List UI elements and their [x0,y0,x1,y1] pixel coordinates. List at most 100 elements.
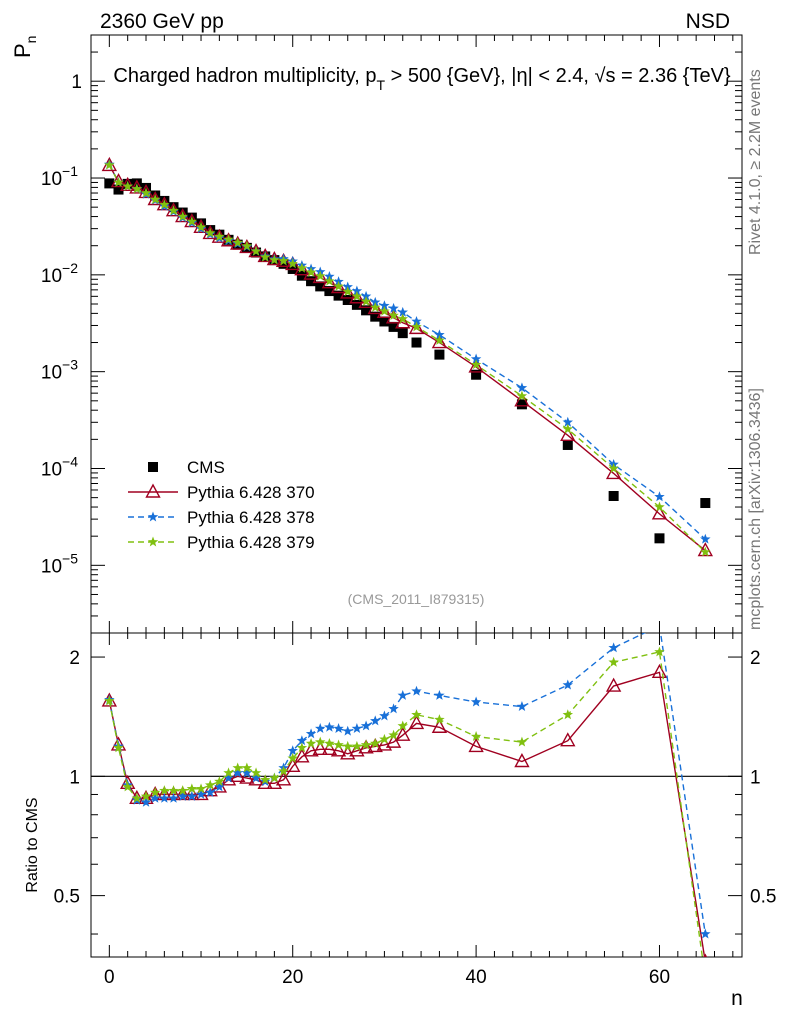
ratio-point-0 [395,726,411,741]
data-point-series-3 [250,245,262,256]
data-point-series-3 [122,180,133,191]
ratio-point-0 [248,771,264,786]
data-point-series-3 [259,251,271,262]
ratio-point-2 [608,656,619,667]
data-point-series-3 [314,270,326,281]
data-point-series-1 [110,173,127,188]
ratio-point-0 [303,742,319,757]
side-label-bottom: mcplots.cern.ch [arXiv:1306.3436] [747,388,764,630]
data-point-series-3 [214,231,225,242]
y-tick-label: 1 [71,72,82,93]
ratio-point-1 [351,723,363,734]
ratio-point-0 [605,677,622,692]
header-right-label: NSD [686,10,730,33]
ratio-point-1 [149,792,161,803]
ratio-y-tick-label-left: 0.5 [54,887,80,908]
data-point-series-3 [370,302,381,312]
ratio-point-1 [287,745,298,756]
ratio-point-1 [700,928,711,939]
ratio-point-2 [388,729,399,740]
ratio-point-2 [397,720,408,731]
main-series-group [101,156,713,557]
ratio-point-0 [340,745,356,760]
data-point-series-3 [470,359,482,370]
data-point-series-3 [278,255,289,266]
analysis-id-label: (CMS_2011_I879315) [348,591,485,607]
ratio-point-1 [333,723,344,734]
data-point-series-3 [232,237,243,248]
data-point-series-1 [321,274,338,289]
ratio-point-0 [239,769,255,784]
ratio-point-0 [431,718,448,733]
data-point-series-0 [379,316,390,327]
data-point-series-0 [654,533,665,544]
ratio-y-tick-label-right: 1 [750,767,761,788]
ratio-point-1 [305,728,317,739]
ratio-point-2 [168,785,179,796]
ratio-point-1 [516,701,528,712]
data-point-series-3 [608,463,619,473]
main-plot-area: 1 10−1 10−2 10−3 10−4 10−5 [41,34,743,634]
data-point-series-2 [470,353,482,364]
data-point-series-3 [333,280,344,291]
y-tick-label: 10−2 [41,260,78,287]
ratio-point-1 [360,720,372,731]
data-point-series-3 [351,290,363,301]
legend-marker-1 [145,483,161,498]
ratio-point-1 [388,703,399,714]
ratio-point-1 [314,723,326,734]
ratio-point-1 [250,772,262,783]
legend-label: CMS [187,458,225,477]
ratio-point-0 [330,742,347,757]
legend-label: Pythia 6.428 378 [187,508,315,527]
data-point-series-1 [376,303,393,319]
data-point-series-2 [700,533,711,544]
data-point-series-1 [367,299,383,315]
ratio-point-2 [269,772,280,783]
legend-marker-0 [148,462,158,472]
data-point-series-3 [397,313,408,324]
ratio-point-1 [379,710,390,721]
data-point-series-0 [113,184,124,195]
ratio-series-group [101,633,711,957]
ratio-point-0 [175,785,191,801]
data-point-series-0 [516,399,527,410]
header-left-label: 2360 GeV pp [100,10,224,33]
data-point-series-0 [315,281,326,292]
data-point-series-1 [697,542,713,557]
data-point-series-2 [434,329,445,340]
data-point-series-1 [514,392,530,407]
ratio-point-1 [397,689,408,700]
x-axis-label: n [731,987,743,1010]
data-point-series-2 [388,302,399,313]
data-point-series-0 [562,439,573,450]
data-point-series-0 [296,270,307,281]
ratio-point-1 [214,781,225,792]
ratio-point-2 [562,709,574,720]
ratio-point-1 [177,790,188,801]
ratio-point-2 [333,739,344,750]
y-tick-label: 10−5 [41,550,78,577]
data-point-series-0 [324,286,335,297]
data-point-series-0 [411,337,422,348]
y-tick-label: 10−4 [41,453,78,480]
data-point-series-3 [516,390,528,401]
data-point-series-3 [287,258,298,269]
data-point-series-0 [351,299,362,310]
data-point-series-2 [379,300,390,311]
data-point-series-2 [654,491,665,502]
data-point-series-1 [385,309,402,324]
ratio-point-2 [411,709,422,720]
data-point-series-1 [651,505,668,520]
ratio-point-0 [184,785,200,801]
ratio-point-1 [223,772,234,783]
ratio-line-1 [108,633,707,935]
data-point-series-0 [361,305,372,316]
legend: CMS Pythia 6.428 370 Pythia 6.428 378 Pythi… [128,458,315,552]
data-point-series-3 [168,205,179,216]
data-point-series-3 [324,275,335,286]
ratio-y-tick-label-left: 2 [69,648,80,669]
ratio-point-0 [367,737,383,753]
data-point-series-1 [431,334,448,349]
data-point-series-0 [471,369,482,380]
